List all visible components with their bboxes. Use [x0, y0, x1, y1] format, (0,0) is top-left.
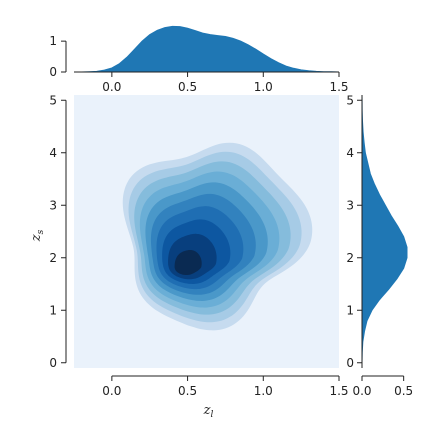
marginal-y-y-ticks: 0 1 2 3 4 5	[346, 93, 362, 370]
marginal-x-x-ticks: 0.0 0.5 1.0 1.5	[102, 72, 349, 94]
x-axis-label-main: z	[203, 403, 211, 418]
y-axis-label-main: z	[29, 234, 44, 242]
marginal-y-x-tick-label: 0.5	[394, 384, 413, 398]
joint-y-tick-label: 2	[49, 251, 57, 265]
joint-y-tick-label: 0	[49, 356, 57, 370]
joint-x-axis: 0.0 0.5 1.0 1.5	[102, 375, 349, 398]
marginal-x-x-tick-label: 1.5	[329, 80, 348, 94]
joint-x-tick-label: 1.0	[254, 384, 273, 398]
joint-y-tick-label: 1	[49, 303, 57, 317]
marginal-x-y-tick-label: 1	[49, 34, 57, 48]
marginal-x-y-axis: 01	[49, 34, 67, 79]
y-axis-label: zs	[29, 229, 46, 242]
joint-y-tick-label: 3	[49, 198, 57, 212]
marginal-y-y-tick-label: 3	[346, 198, 354, 212]
x-axis-label-subscript: l	[210, 410, 213, 420]
marginal-y-x-tick-label: 0.0	[352, 384, 371, 398]
joint-kde-contours	[122, 142, 313, 331]
joint-x-tick-label: 0.5	[178, 384, 197, 398]
marginal-y-y-tick-label: 4	[346, 146, 354, 160]
marginal-y-y-tick-label: 0	[346, 356, 354, 370]
marginal-x-density-area	[74, 25, 340, 73]
marginal-x-kde: 01 0.0 0.5 1.0 1.5	[49, 25, 349, 94]
marginal-y-y-tick-label: 2	[346, 251, 354, 265]
joint-y-tick-label: 4	[49, 146, 57, 160]
marginal-y-x-axis: 0.0 0.5	[352, 375, 413, 398]
marginal-x-x-tick-label: 0.5	[178, 80, 197, 94]
marginal-y-y-tick-label: 1	[346, 303, 354, 317]
kde-contour-level-10	[174, 249, 202, 276]
joint-y-axis: 0 1 2 3 4 5	[49, 93, 67, 370]
joint-x-tick-label: 0.0	[102, 384, 121, 398]
marginal-x-x-tick-label: 1.0	[254, 80, 273, 94]
marginal-y-kde: 0.0 0.5 0 1 2 3 4 5	[346, 93, 413, 398]
marginal-x-x-tick-label: 0.0	[102, 80, 121, 94]
x-axis-label: zl	[203, 403, 214, 420]
joint-x-tick-label: 1.5	[329, 384, 348, 398]
marginal-x-y-tick-label: 0	[49, 65, 57, 79]
y-axis-label-subscript: s	[36, 229, 46, 234]
marginal-y-density-area	[361, 94, 408, 368]
marginal-y-y-tick-label: 5	[346, 93, 354, 107]
joint-y-tick-label: 5	[49, 93, 57, 107]
